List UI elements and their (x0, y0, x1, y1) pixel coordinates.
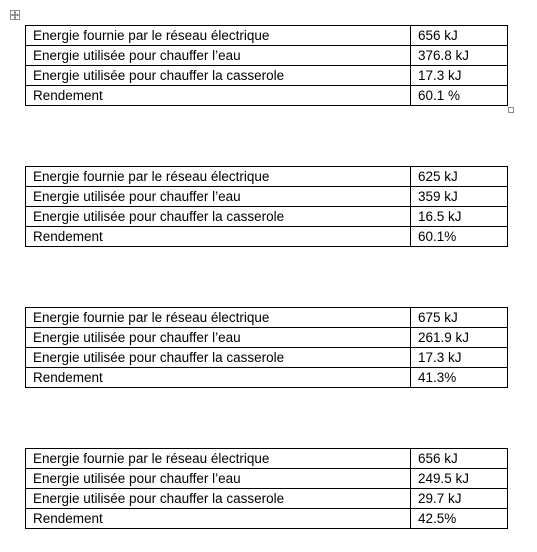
table-cell-value[interactable]: 625 kJ (410, 166, 508, 187)
table-row: Energie fournie par le réseau électrique… (25, 307, 508, 328)
table-cell-label[interactable]: Energie utilisée pour chauffer l’eau (25, 45, 411, 66)
table-cell-value[interactable]: 675 kJ (410, 307, 508, 328)
energy-table-1: Energie fournie par le réseau électrique… (25, 25, 508, 106)
table-cell-value[interactable]: 249.5 kJ (410, 468, 508, 489)
table-cell-label[interactable]: Energie fournie par le réseau électrique (25, 307, 411, 328)
table-row: Energie fournie par le réseau électrique… (25, 25, 508, 46)
table-row: Energie utilisée pour chauffer la casser… (25, 65, 508, 86)
table-cell-value[interactable]: 376.8 kJ (410, 45, 508, 66)
table-cell-value[interactable]: 60.1 % (410, 85, 508, 106)
table-cell-value[interactable]: 29.7 kJ (410, 488, 508, 509)
table-cell-label[interactable]: Energie utilisée pour chauffer l’eau (25, 186, 411, 207)
table-cell-value[interactable]: 359 kJ (410, 186, 508, 207)
table-cell-label[interactable]: Energie utilisée pour chauffer l’eau (25, 327, 411, 348)
table-row: Energie utilisée pour chauffer la casser… (25, 488, 508, 509)
table-cell-label[interactable]: Energie utilisée pour chauffer la casser… (25, 65, 411, 86)
table-cell-label[interactable]: Energie utilisée pour chauffer la casser… (25, 206, 411, 227)
table-cell-value[interactable]: 656 kJ (410, 448, 508, 469)
table-row: Energie utilisée pour chauffer l’eau 261… (25, 327, 508, 348)
table-cell-label[interactable]: Energie fournie par le réseau électrique (25, 448, 411, 469)
table-row: Energie fournie par le réseau électrique… (25, 448, 508, 469)
table-cell-value[interactable]: 17.3 kJ (410, 65, 508, 86)
table-cell-label[interactable]: Energie fournie par le réseau électrique (25, 25, 411, 46)
table-row: Rendement 41.3% (25, 367, 508, 388)
table-resize-handle-icon[interactable] (508, 107, 514, 113)
table-cell-value[interactable]: 17.3 kJ (410, 347, 508, 368)
table-cell-value[interactable]: 16.5 kJ (410, 206, 508, 227)
table-cell-label[interactable]: Rendement (25, 508, 411, 529)
table-row: Energie utilisée pour chauffer l’eau 376… (25, 45, 508, 66)
table-move-handle-icon[interactable] (10, 10, 20, 20)
table-row: Rendement 42.5% (25, 508, 508, 529)
table-row: Rendement 60.1% (25, 226, 508, 247)
table-cell-value[interactable]: 261.9 kJ (410, 327, 508, 348)
table-cell-label[interactable]: Rendement (25, 85, 411, 106)
energy-table-4: Energie fournie par le réseau électrique… (25, 448, 508, 529)
table-cell-label[interactable]: Energie utilisée pour chauffer l’eau (25, 468, 411, 489)
table-row: Rendement 60.1 % (25, 85, 508, 106)
table-cell-value[interactable]: 41.3% (410, 367, 508, 388)
energy-table-3: Energie fournie par le réseau électrique… (25, 307, 508, 388)
table-cell-label[interactable]: Rendement (25, 226, 411, 247)
table-cell-label[interactable]: Energie utilisée pour chauffer la casser… (25, 488, 411, 509)
table-cell-label[interactable]: Rendement (25, 367, 411, 388)
table-row: Energie fournie par le réseau électrique… (25, 166, 508, 187)
table-row: Energie utilisée pour chauffer l’eau 359… (25, 186, 508, 207)
table-cell-label[interactable]: Energie fournie par le réseau électrique (25, 166, 411, 187)
energy-table-2: Energie fournie par le réseau électrique… (25, 166, 508, 247)
table-row: Energie utilisée pour chauffer la casser… (25, 347, 508, 368)
table-row: Energie utilisée pour chauffer l’eau 249… (25, 468, 508, 489)
table-cell-value[interactable]: 60.1% (410, 226, 508, 247)
table-cell-value[interactable]: 656 kJ (410, 25, 508, 46)
table-cell-value[interactable]: 42.5% (410, 508, 508, 529)
table-cell-label[interactable]: Energie utilisée pour chauffer la casser… (25, 347, 411, 368)
table-row: Energie utilisée pour chauffer la casser… (25, 206, 508, 227)
